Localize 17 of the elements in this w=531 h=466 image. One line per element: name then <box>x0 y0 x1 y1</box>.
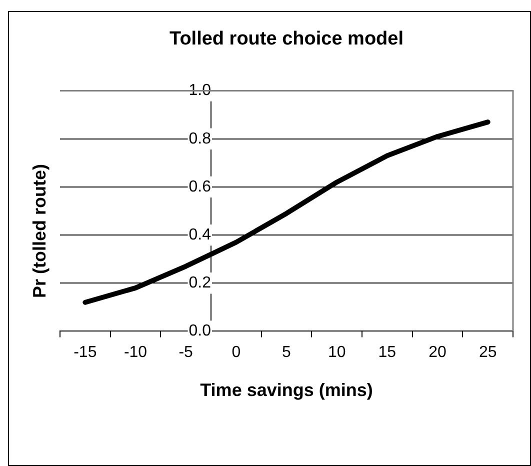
y-tick-label: 0.6 <box>188 178 212 196</box>
x-axis-title: Time savings (mins) <box>200 380 373 400</box>
y-tick-label: 0.0 <box>188 322 212 340</box>
y-tick-label: 0.2 <box>188 274 212 292</box>
x-tick-label: 0 <box>232 344 241 362</box>
x-tick-label: 5 <box>282 344 292 362</box>
y-tick-label: 0.8 <box>188 130 212 148</box>
y-axis-title: Pr (tolled route) <box>30 164 50 298</box>
y-tick-label: 0.4 <box>188 226 212 244</box>
x-tick-label: 10 <box>328 344 346 362</box>
x-tick-label: -10 <box>124 344 148 362</box>
x-tick-label: -5 <box>178 344 194 362</box>
x-tick-label: -15 <box>74 344 97 362</box>
x-tick-label: 20 <box>428 344 446 362</box>
x-tick-label: 25 <box>478 344 497 362</box>
chart-title: Tolled route choice model <box>169 28 404 50</box>
x-tick-label: 15 <box>378 344 396 362</box>
